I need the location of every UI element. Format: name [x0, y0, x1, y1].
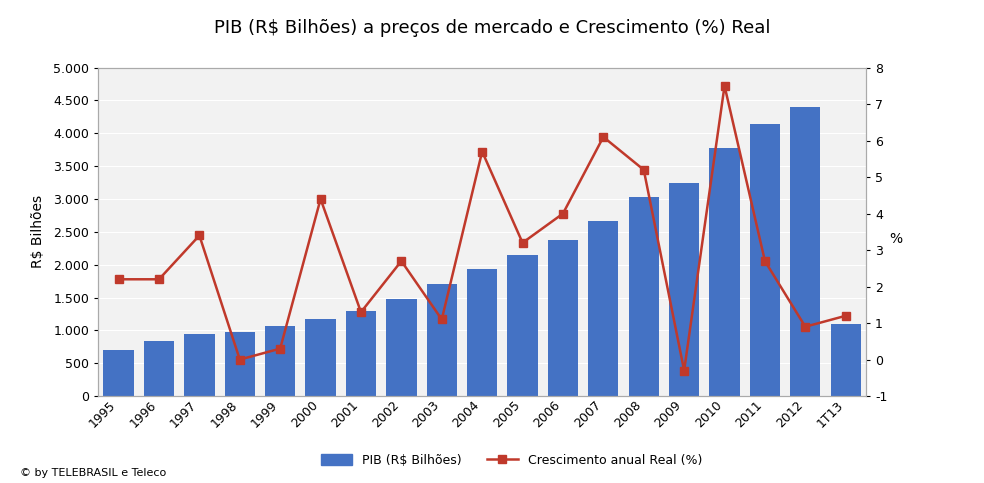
Bar: [830, 324, 861, 396]
Legend: PIB (R$ Bilhões), Crescimento anual Real (%): PIB (R$ Bilhões), Crescimento anual Real…: [316, 449, 707, 472]
Bar: [709, 148, 740, 396]
Bar: [387, 299, 416, 396]
Bar: [427, 284, 457, 396]
Bar: [750, 124, 780, 396]
Text: PIB (R$ Bilhões) a preços de mercado e Crescimento (%) Real: PIB (R$ Bilhões) a preços de mercado e C…: [214, 19, 770, 37]
Text: © by TELEBRASIL e Teleco: © by TELEBRASIL e Teleco: [20, 468, 166, 478]
Bar: [790, 107, 821, 396]
Bar: [265, 326, 295, 396]
Y-axis label: R$ Bilhões: R$ Bilhões: [31, 195, 45, 269]
Bar: [588, 221, 619, 396]
Bar: [305, 319, 336, 396]
Y-axis label: %: %: [890, 232, 902, 246]
Bar: [548, 241, 579, 396]
Bar: [508, 255, 537, 396]
Bar: [345, 311, 376, 396]
Bar: [224, 332, 255, 396]
Bar: [629, 197, 659, 396]
Bar: [103, 350, 134, 396]
Bar: [184, 334, 215, 396]
Bar: [669, 183, 700, 396]
Bar: [144, 341, 174, 396]
Bar: [467, 269, 497, 396]
